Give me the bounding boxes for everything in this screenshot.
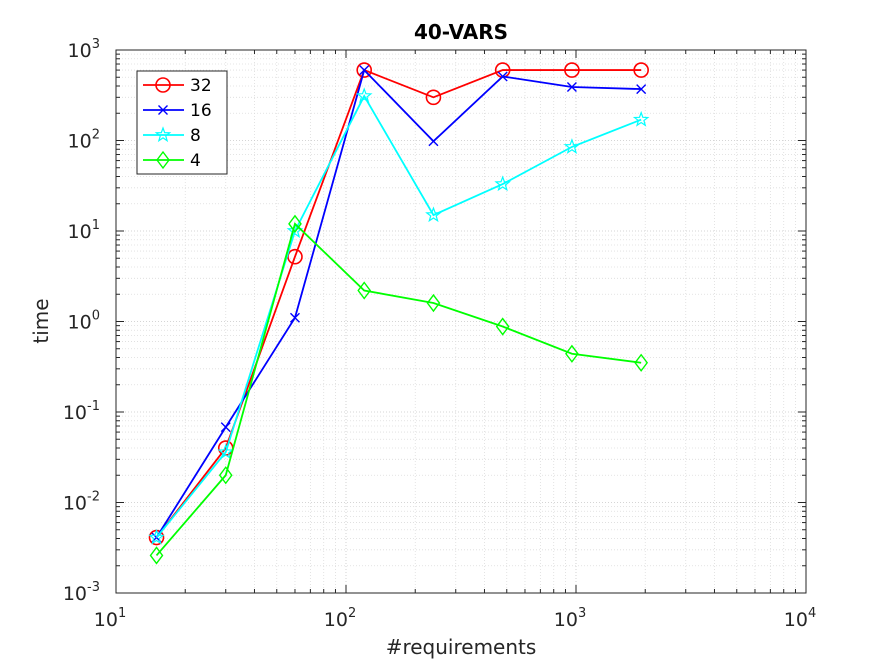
x-tick-label: 102 bbox=[324, 606, 356, 631]
tick-base: 10 bbox=[63, 402, 87, 424]
data-point-4 bbox=[426, 293, 441, 313]
legend-entry-32: 32 bbox=[143, 76, 212, 96]
y-tick-label: 100 bbox=[68, 309, 100, 334]
axis-ticks bbox=[115, 49, 807, 594]
tick-exponent: 3 bbox=[578, 606, 586, 621]
legend-marker bbox=[158, 105, 168, 115]
tick-exponent: 1 bbox=[118, 606, 126, 621]
x-tick-label: 104 bbox=[784, 606, 816, 631]
tick-exponent: -3 bbox=[87, 580, 100, 595]
y-axis-label: time bbox=[29, 298, 53, 343]
tick-exponent: 4 bbox=[808, 606, 816, 621]
series-line-4 bbox=[155, 222, 642, 557]
legend: 32 16 8 4 bbox=[136, 70, 228, 175]
tick-base: 10 bbox=[94, 609, 118, 631]
x-tick-label: 103 bbox=[554, 606, 586, 631]
data-point-16 bbox=[220, 422, 231, 433]
y-tick-label: 103 bbox=[68, 37, 100, 62]
series-line-8 bbox=[155, 94, 642, 539]
data-point-16 bbox=[359, 65, 370, 76]
data-point-8 bbox=[494, 175, 512, 192]
y-tick-label: 10-3 bbox=[63, 580, 100, 605]
legend-box bbox=[136, 70, 228, 175]
tick-base: 10 bbox=[324, 609, 348, 631]
data-point-8 bbox=[148, 528, 165, 545]
data-point-4 bbox=[495, 317, 510, 336]
data-point-8 bbox=[425, 206, 442, 223]
series-4 bbox=[149, 214, 649, 565]
data-point-32 bbox=[425, 89, 442, 106]
y-tick-label: 10-1 bbox=[63, 399, 100, 424]
data-point-16 bbox=[636, 84, 647, 95]
legend-label: 4 bbox=[190, 151, 201, 171]
tick-exponent: 2 bbox=[348, 606, 356, 621]
x-axis-label: #requirements bbox=[386, 635, 537, 659]
series-layer bbox=[148, 62, 650, 565]
data-point-8 bbox=[563, 138, 581, 154]
tick-base: 10 bbox=[554, 609, 578, 631]
tick-exponent: 3 bbox=[92, 37, 100, 52]
data-point-8 bbox=[355, 87, 373, 104]
legend-entry-16: 16 bbox=[143, 101, 212, 121]
tick-exponent: 0 bbox=[92, 309, 100, 324]
data-point-4 bbox=[149, 546, 164, 565]
tick-base: 10 bbox=[68, 131, 92, 153]
data-point-32 bbox=[287, 248, 303, 265]
y-tick-label: 10-2 bbox=[63, 490, 100, 515]
tick-exponent: 2 bbox=[92, 128, 100, 143]
tick-base: 10 bbox=[63, 493, 87, 515]
legend-label: 32 bbox=[190, 76, 212, 96]
data-point-8 bbox=[632, 110, 650, 127]
y-tick-label: 101 bbox=[68, 218, 100, 243]
chart-title: 40-VARS bbox=[414, 20, 508, 44]
data-point-32 bbox=[564, 62, 580, 78]
y-tick-label: 102 bbox=[68, 128, 100, 153]
data-point-16 bbox=[289, 312, 300, 323]
tick-base: 10 bbox=[68, 40, 92, 62]
data-point-16 bbox=[497, 71, 508, 82]
tick-exponent: 1 bbox=[92, 218, 100, 233]
data-point-32 bbox=[356, 62, 373, 78]
data-point-4 bbox=[288, 214, 302, 234]
data-point-16 bbox=[428, 136, 439, 147]
data-point-8 bbox=[217, 443, 235, 460]
plot-frame bbox=[115, 49, 807, 594]
legend-marker bbox=[154, 126, 172, 143]
tick-base: 10 bbox=[68, 312, 92, 334]
tick-base: 10 bbox=[68, 221, 92, 243]
data-point-16 bbox=[566, 82, 577, 93]
data-point-4 bbox=[218, 466, 233, 485]
tick-base: 10 bbox=[784, 609, 808, 631]
legend-marker bbox=[155, 77, 171, 93]
x-tick-label: 101 bbox=[94, 606, 126, 631]
series-line-16 bbox=[155, 68, 642, 539]
data-point-4 bbox=[634, 353, 649, 372]
data-point-4 bbox=[357, 281, 372, 300]
legend-label: 16 bbox=[190, 101, 212, 121]
tick-base: 10 bbox=[63, 583, 87, 605]
legend-label: 8 bbox=[190, 126, 201, 146]
data-point-32 bbox=[633, 62, 649, 78]
tick-exponent: -2 bbox=[87, 490, 100, 505]
legend-entry-4: 4 bbox=[143, 150, 201, 171]
legend-entry-8: 8 bbox=[143, 126, 201, 146]
tick-exponent: -1 bbox=[87, 399, 100, 414]
legend-marker bbox=[156, 150, 170, 170]
data-point-4 bbox=[565, 344, 579, 363]
